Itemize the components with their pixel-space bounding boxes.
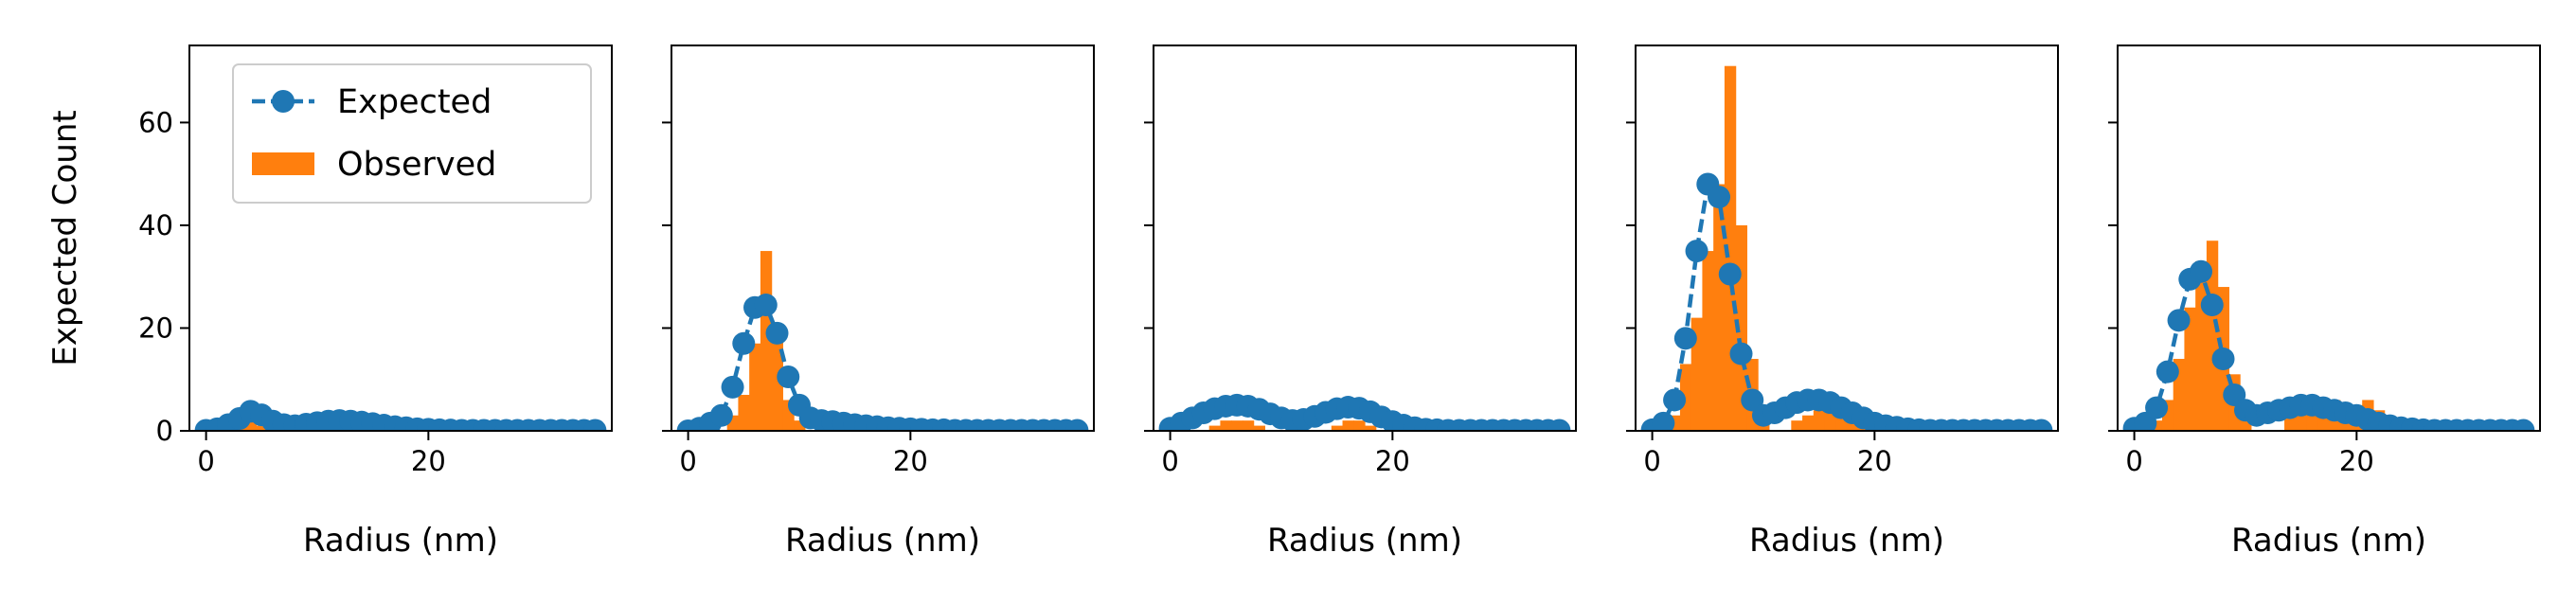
plot-area (1158, 393, 1571, 431)
observed-bar (1690, 317, 1704, 431)
observed-bar (1342, 420, 1354, 431)
axes-frame (671, 45, 1095, 432)
expected-point (2156, 360, 2179, 383)
observed-bar (1353, 420, 1366, 431)
expected-point (2030, 419, 2053, 431)
observed-bar (1231, 420, 1243, 431)
x-tick-label: 20 (411, 445, 446, 477)
expected-point (2145, 396, 2169, 419)
plot-area (2122, 241, 2535, 431)
observed-bar (1813, 410, 1826, 431)
y-axis-label: Expected Count (46, 110, 84, 365)
observed-bar (749, 343, 761, 431)
observed-bar (1724, 65, 1737, 431)
observed-bar (1253, 425, 1265, 431)
y-tick-label: 20 (138, 312, 173, 344)
legend-expected-marker (272, 90, 295, 113)
y-tick-label: 40 (138, 209, 173, 241)
subplot-3: 0 20 Radius (nm) (1144, 45, 1577, 560)
x-tick-label: 0 (1161, 445, 1178, 477)
x-tick-label: 20 (1857, 445, 1892, 477)
axes-frame (1153, 45, 1577, 432)
expected-point (1673, 327, 1697, 350)
expected-point (754, 294, 778, 317)
x-tick-label: 0 (1643, 445, 1660, 477)
x-tick-label: 20 (1375, 445, 1410, 477)
observed-bar (1702, 251, 1714, 431)
axes-frame (2117, 45, 2541, 432)
observed-bar (2284, 415, 2297, 431)
plot-area (1640, 65, 2053, 431)
expected-point (732, 331, 756, 355)
subplot-2: 0 20 Radius (nm) (662, 45, 1095, 560)
x-tick-label: 0 (197, 445, 214, 477)
observed-bar (1331, 425, 1344, 431)
axes-frame (1635, 45, 2059, 432)
x-tick-label: 20 (893, 445, 928, 477)
expected-point (1065, 419, 1089, 431)
expected-point (1718, 262, 1742, 286)
x-axis-label: Radius (nm) (303, 522, 498, 560)
x-tick-label: 0 (2125, 445, 2142, 477)
expected-point (1547, 419, 1571, 431)
legend-expected-label: Expected (337, 83, 492, 121)
expected-point (765, 321, 789, 345)
observed-bar (2151, 420, 2163, 431)
observed-bar (1220, 420, 1232, 431)
expected-point (2512, 419, 2535, 431)
subplot-4: 0 20 Radius (nm) (1626, 45, 2059, 560)
observed-bar (1802, 415, 1815, 431)
expected-point (2190, 259, 2213, 283)
expected-point (2211, 348, 2235, 371)
observed-bar (1365, 425, 1377, 431)
observed-bar (256, 425, 268, 431)
expected-point (1685, 240, 1708, 263)
observed-bar (738, 395, 750, 431)
observed-bar (771, 338, 783, 431)
expected-point (1729, 342, 1753, 365)
y-tick-label: 0 (156, 415, 173, 447)
expected-point (709, 403, 733, 427)
x-axis-label: Radius (nm) (785, 522, 980, 560)
expected-point (1663, 388, 1687, 412)
x-tick-label: 20 (2339, 445, 2374, 477)
x-axis-label: Radius (nm) (2231, 522, 2426, 560)
observed-bar (1713, 184, 1726, 431)
expected-point (1708, 186, 1731, 209)
axes-frame (188, 45, 613, 432)
expected-point (2167, 309, 2191, 332)
observed-bar (2206, 241, 2219, 431)
observed-bar (1242, 420, 1255, 431)
legend-observed-label: Observed (337, 146, 496, 184)
expected-point (721, 375, 744, 399)
expected-point (583, 419, 607, 431)
expected-point (777, 365, 800, 389)
observed-bar (1208, 425, 1222, 431)
x-tick-label: 0 (679, 445, 696, 477)
x-axis-label: Radius (nm) (1749, 522, 1944, 560)
x-axis-label: Radius (nm) (1267, 522, 1462, 560)
expected-point (1652, 411, 1675, 431)
subplot-1: 0 20 0 20 40 60 Radius (nm) Expected Count Expec… (46, 45, 613, 560)
subplot-5: 0 20 Radius (nm) (2108, 45, 2541, 560)
expected-point (2200, 294, 2224, 317)
legend: Expected Observed (232, 63, 592, 204)
legend-observed-swatch (252, 152, 314, 175)
observed-bar (794, 420, 806, 431)
observed-bar (2184, 307, 2196, 431)
plot-area (676, 251, 1089, 431)
observed-bar (1679, 364, 1692, 431)
observed-bar (1791, 420, 1803, 431)
y-tick-label: 60 (138, 106, 173, 138)
plot-area (194, 400, 607, 431)
